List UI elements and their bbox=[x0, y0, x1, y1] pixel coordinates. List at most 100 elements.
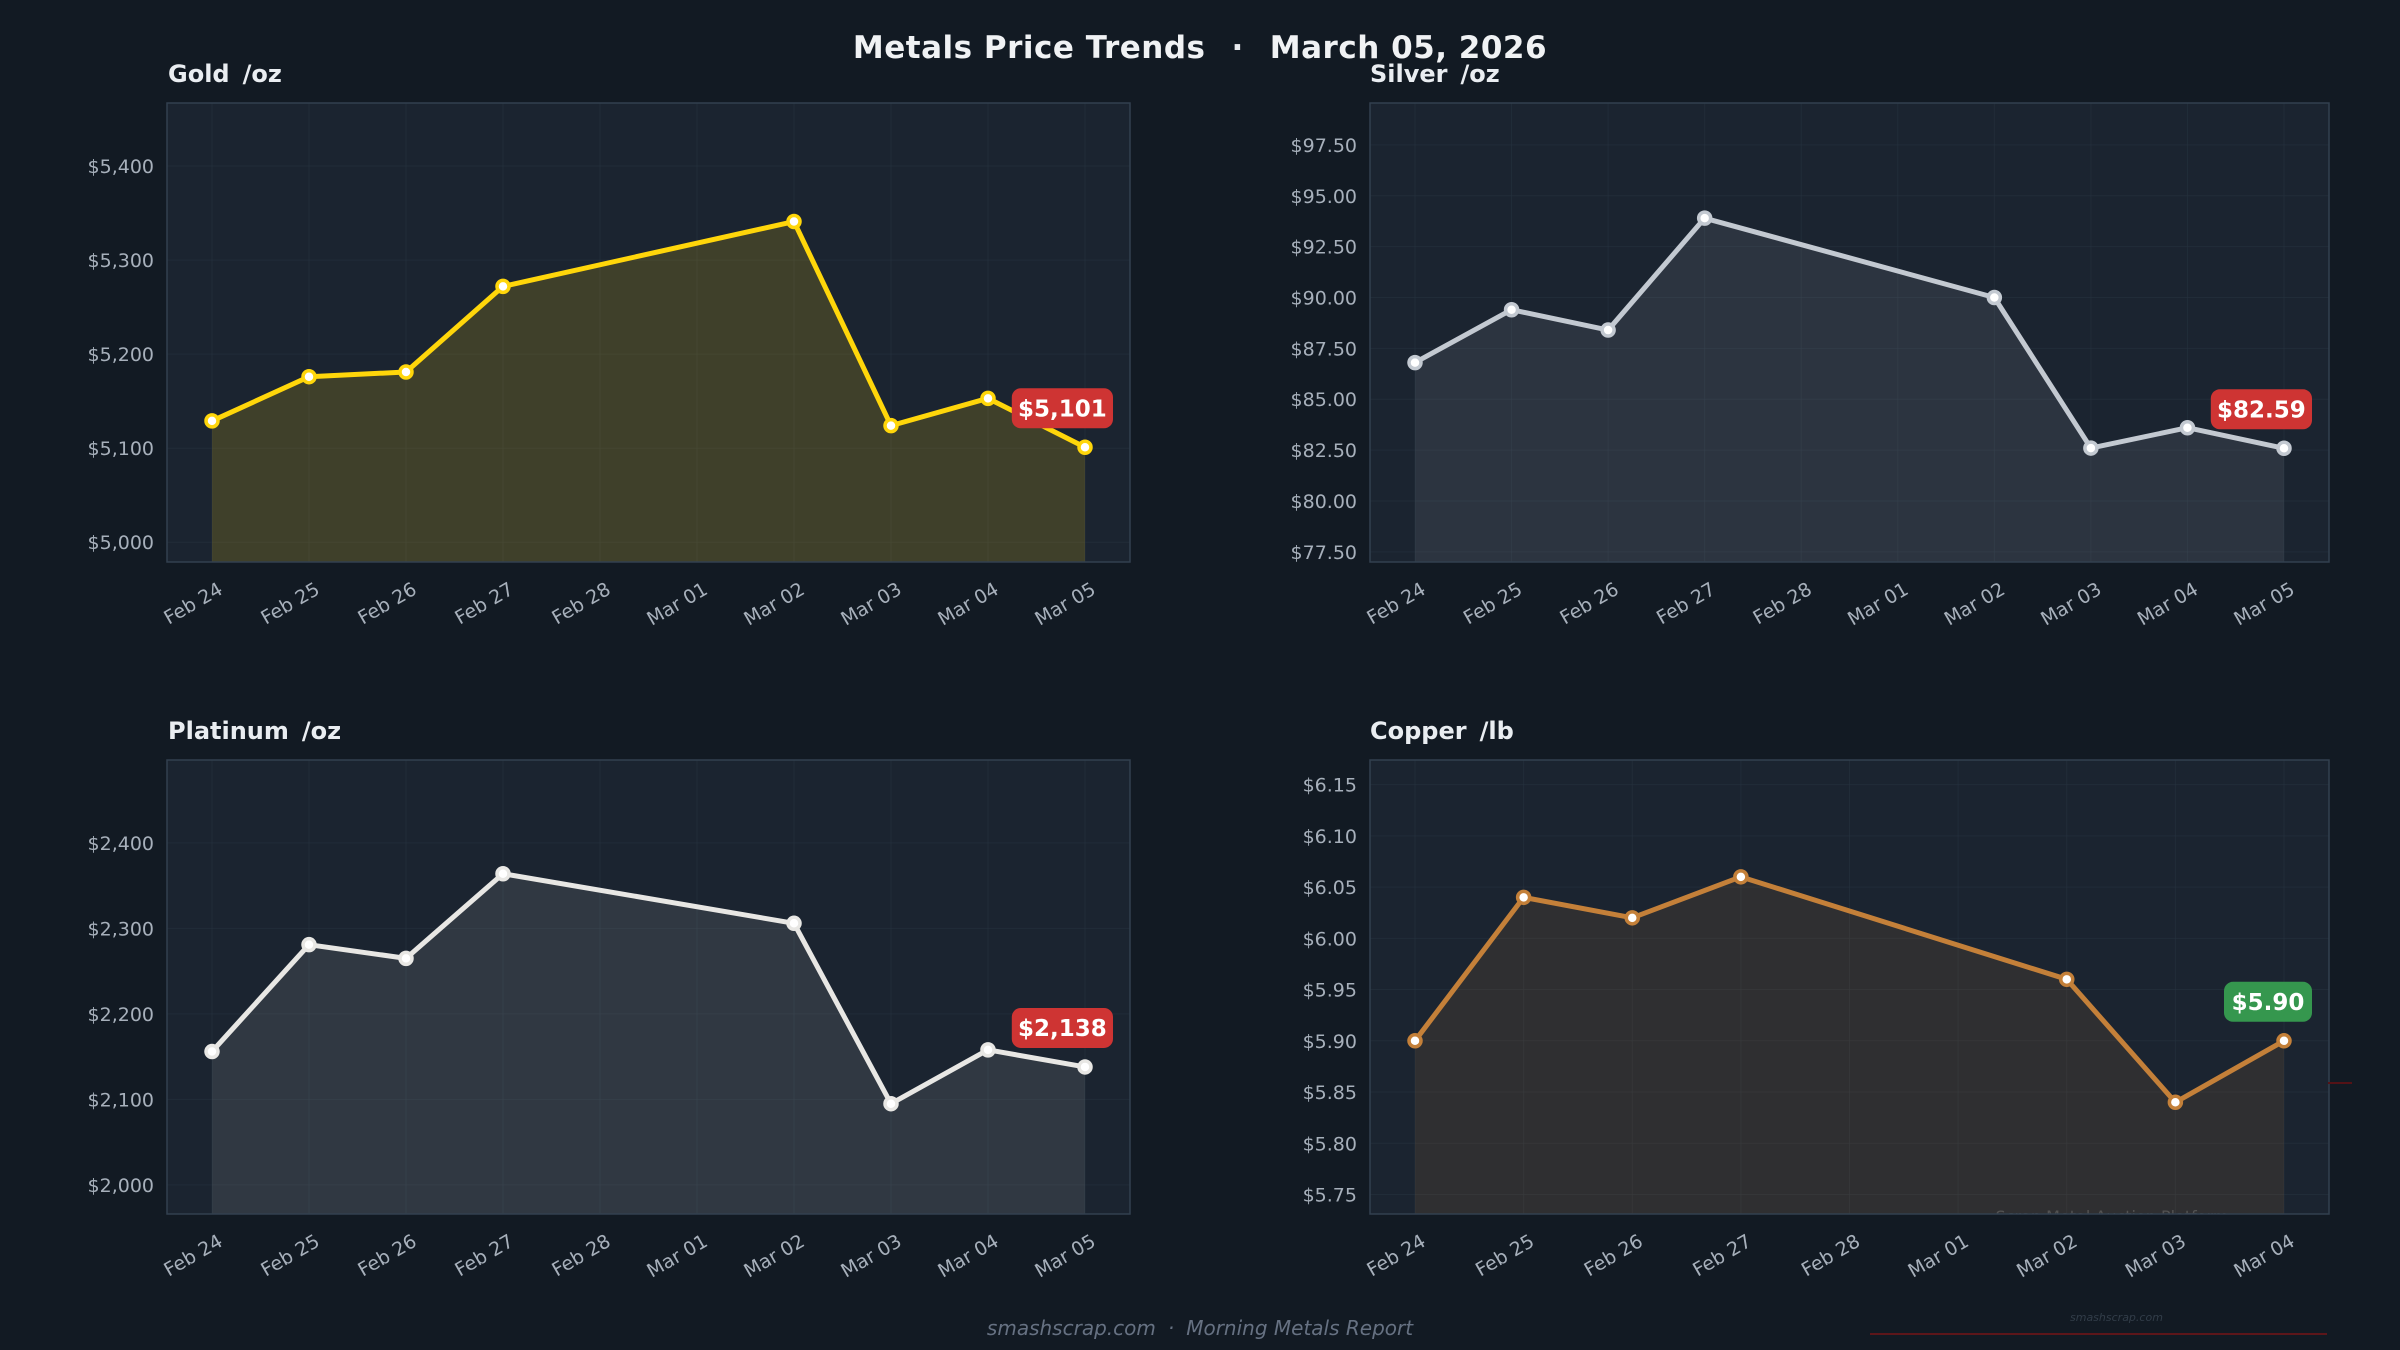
gold-plot-border bbox=[166, 102, 1131, 563]
gold-y-tick-label: $5,300 bbox=[88, 250, 154, 272]
platinum-area-fill bbox=[212, 873, 1085, 1214]
platinum-data-point bbox=[301, 936, 317, 953]
gold-data-point bbox=[980, 390, 996, 407]
platinum-data-point bbox=[786, 915, 802, 932]
platinum-plot-area bbox=[167, 760, 1130, 1214]
platinum-price-badge bbox=[1011, 1007, 1113, 1048]
copper-x-tick-label: Feb 24 bbox=[1363, 1230, 1429, 1281]
silver-data-point bbox=[1503, 301, 1520, 318]
copper-y-tick-label: $5.75 bbox=[1303, 1185, 1357, 1207]
silver-x-tick-label: Feb 24 bbox=[1363, 578, 1429, 629]
platinum-x-tick-label: Feb 26 bbox=[354, 1230, 420, 1281]
copper-y-tick-label: $5.80 bbox=[1303, 1133, 1357, 1155]
silver-y-tick-label: $92.50 bbox=[1291, 237, 1357, 259]
copper-data-point bbox=[2276, 1033, 2292, 1049]
silver-data-point bbox=[2276, 440, 2292, 457]
platinum-data-point bbox=[1077, 1059, 1093, 1075]
gold-price-line bbox=[209, 219, 1088, 450]
gold-area-fill bbox=[212, 221, 1085, 562]
copper-chart: Scrap Metal Auction Platform $6.15 $6.10 $6… bbox=[1303, 759, 2330, 1282]
footer-report-name: Morning Metals Report bbox=[1186, 1316, 1414, 1340]
silver-y-tick-label: $85.00 bbox=[1291, 389, 1357, 411]
silver-chart-title: Silver/oz bbox=[1370, 60, 1500, 88]
gold-price-badge-label: $5,101 bbox=[1018, 396, 1107, 422]
platinum-unit-text: /oz bbox=[301, 717, 342, 745]
copper-price-badge-label: $5.90 bbox=[2232, 990, 2305, 1016]
silver-data-point bbox=[1407, 354, 1423, 371]
copper-y-tick-label: $5.90 bbox=[1303, 1031, 1357, 1053]
red-line-artifact bbox=[1870, 1333, 2327, 1335]
silver-y-tick-label: $87.50 bbox=[1291, 338, 1357, 360]
platinum-data-point bbox=[398, 950, 414, 967]
platinum-x-tick-label: Feb 28 bbox=[548, 1230, 614, 1281]
copper-data-point bbox=[2059, 971, 2075, 988]
platinum-y-tick-label: $2,100 bbox=[88, 1089, 154, 1111]
platinum-y-tick-label: $2,400 bbox=[88, 833, 154, 855]
silver-data-point bbox=[1600, 322, 1616, 338]
platinum-x-tick-label: Feb 25 bbox=[257, 1230, 323, 1281]
silver-y-tick-label: $95.00 bbox=[1291, 186, 1357, 208]
copper-x-tick-label: Mar 02 bbox=[2013, 1230, 2081, 1282]
gold-x-tick-label: Feb 28 bbox=[548, 578, 614, 629]
copper-chart-title: Copper/lb bbox=[1370, 717, 1514, 745]
copper-x-tick-label: Feb 26 bbox=[1580, 1230, 1646, 1281]
platinum-x-tick-label: Mar 05 bbox=[1031, 1230, 1099, 1282]
silver-x-tick-label: Mar 01 bbox=[1844, 578, 1912, 630]
gold-x-tick-label: Feb 26 bbox=[354, 578, 420, 629]
gold-plot-area bbox=[167, 103, 1130, 562]
gold-x-tick-label: Feb 27 bbox=[451, 578, 517, 629]
copper-x-tick-label: Feb 27 bbox=[1689, 1230, 1755, 1281]
platinum-x-tick-label: Mar 04 bbox=[934, 1230, 1002, 1282]
platinum-x-tick-label: Mar 02 bbox=[740, 1230, 808, 1282]
copper-x-tick-label: Mar 04 bbox=[2230, 1230, 2298, 1282]
copper-y-tick-label: $5.85 bbox=[1303, 1082, 1357, 1104]
gold-x-tick-label: Mar 02 bbox=[740, 578, 808, 630]
silver-plot-area bbox=[1370, 103, 2329, 562]
platinum-y-tick-label: $2,300 bbox=[88, 918, 154, 940]
silver-y-tick-label: $97.50 bbox=[1291, 135, 1357, 157]
platinum-data-point bbox=[980, 1042, 996, 1058]
silver-x-tick-label: Feb 25 bbox=[1460, 578, 1526, 629]
red-dash-artifact bbox=[2328, 1082, 2352, 1084]
gold-data-point bbox=[301, 368, 317, 385]
silver-y-tick-label: $80.00 bbox=[1291, 491, 1357, 513]
gold-data-point bbox=[204, 413, 220, 429]
gold-data-point bbox=[786, 213, 802, 230]
copper-price-badge bbox=[2224, 981, 2312, 1022]
gold-x-tick-label: Feb 24 bbox=[160, 578, 226, 629]
platinum-x-tick-label: Mar 01 bbox=[643, 1230, 711, 1282]
gold-chart-title: Gold/oz bbox=[168, 60, 282, 88]
platinum-chart: $2,400 $2,300 $2,200 $2,100 $2,000 Feb 24 Feb … bbox=[88, 759, 1131, 1282]
gold-x-tick-label: Mar 03 bbox=[837, 578, 905, 630]
report-header: Metals Price Trends · March 05, 2026 bbox=[0, 30, 2400, 66]
silver-x-tick-label: Mar 03 bbox=[2037, 578, 2105, 630]
copper-data-point bbox=[1515, 889, 1532, 906]
page-footer: smashscrap.com · Morning Metals Report bbox=[0, 1316, 2400, 1340]
platinum-plot-border bbox=[166, 759, 1131, 1215]
copper-data-point bbox=[1624, 910, 1640, 926]
gold-data-point bbox=[398, 364, 414, 380]
footer-separator-dot: · bbox=[1167, 1316, 1175, 1340]
copper-y-tick-label: $6.05 bbox=[1303, 877, 1357, 899]
copper-unit-text: /lb bbox=[1479, 717, 1514, 745]
platinum-price-line bbox=[209, 871, 1088, 1107]
silver-x-tick-label: Mar 02 bbox=[1941, 578, 2009, 630]
gold-x-tick-label: Mar 01 bbox=[643, 578, 711, 630]
silver-price-badge bbox=[2210, 389, 2312, 430]
watermark-site-text: smashscrap.com bbox=[2070, 1311, 2163, 1324]
silver-chart: $97.50 $95.00 $92.50 $90.00 $87.50 $85.00 $82.… bbox=[1291, 102, 2330, 630]
platinum-data-point bbox=[883, 1095, 899, 1112]
silver-x-tick-label: Mar 04 bbox=[2134, 578, 2202, 630]
platinum-x-tick-label: Feb 27 bbox=[451, 1230, 517, 1281]
silver-title-text: Silver bbox=[1370, 60, 1448, 88]
watermark-platform-text: Scrap Metal Auction Platform bbox=[1996, 1207, 2229, 1226]
platinum-title-text: Platinum bbox=[168, 717, 289, 745]
report-title: Metals Price Trends bbox=[852, 30, 1206, 66]
platinum-data-point bbox=[204, 1043, 220, 1060]
silver-x-tick-label: Feb 27 bbox=[1653, 578, 1719, 629]
silver-data-point bbox=[1696, 210, 1713, 226]
platinum-chart-title: Platinum/oz bbox=[168, 717, 341, 745]
copper-y-tick-label: $6.15 bbox=[1303, 775, 1357, 797]
gold-y-tick-label: $5,100 bbox=[88, 438, 154, 460]
